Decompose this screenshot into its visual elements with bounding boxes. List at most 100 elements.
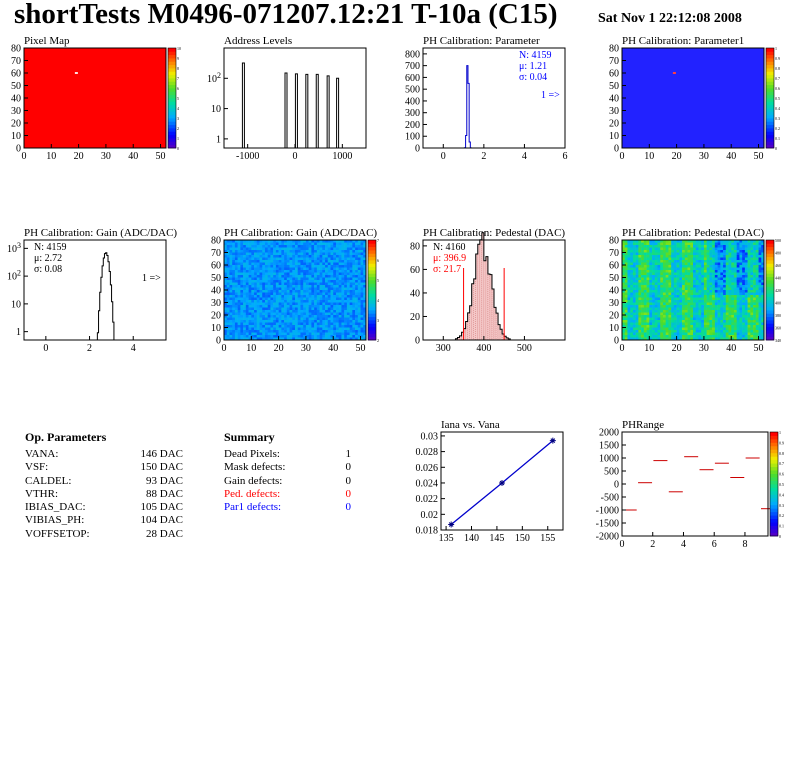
heatmap-cell	[701, 242, 705, 246]
heatmap-cell	[344, 310, 348, 313]
heatmap-cell	[286, 270, 290, 273]
heatmap-cell	[646, 267, 650, 271]
heatmap-cell	[357, 255, 361, 258]
colorbar-segment	[770, 432, 778, 436]
tick-label: 10	[609, 323, 619, 334]
tick-label: 2	[87, 343, 92, 354]
heatmap-cell	[723, 327, 727, 331]
heatmap-cell	[720, 275, 724, 278]
heatmap-cell	[363, 330, 367, 333]
heatmap-cell	[728, 305, 732, 308]
heatmap-cell	[248, 330, 252, 333]
heatmap-cell	[701, 300, 705, 303]
heatmap-cell	[662, 325, 666, 328]
heatmap-cell	[224, 312, 228, 316]
heatmap-cell	[641, 330, 645, 333]
heatmap-cell	[335, 315, 339, 318]
heatmap-cell	[725, 310, 729, 313]
heatmap-cell	[720, 240, 724, 243]
heatmap-cell	[335, 302, 339, 306]
tick-label: 70	[609, 56, 619, 67]
heatmap-cell	[682, 255, 686, 258]
heatmap-cell	[753, 287, 757, 291]
heatmap-cell	[747, 240, 751, 243]
heatmap-cell	[761, 297, 765, 301]
heatmap-cell	[728, 267, 732, 271]
heatmap-cell	[643, 295, 647, 298]
heatmap-cell	[363, 292, 367, 296]
heatmap-cell	[755, 302, 759, 306]
heatmap-cell	[632, 295, 636, 298]
heatmap-cell	[344, 320, 348, 323]
colorbar-segment	[168, 128, 176, 132]
heatmap-cell	[234, 255, 238, 258]
heatmap-cell	[308, 250, 312, 253]
heatmap-cell	[325, 292, 329, 296]
heatmap-cell	[262, 302, 266, 306]
heatmap-cell	[316, 255, 320, 258]
heatmap-cell	[226, 257, 230, 261]
heatmap-cell	[330, 327, 334, 331]
heatmap-cell	[761, 295, 765, 298]
heatmap-cell	[224, 310, 228, 313]
heatmap-cell	[662, 277, 666, 281]
heatmap-cell	[281, 265, 285, 268]
heatmap-cell	[305, 315, 309, 318]
heatmap-cell	[723, 240, 727, 243]
heatmap-cell	[224, 335, 228, 338]
heatmap-cell	[284, 250, 288, 253]
heatmap-cell	[240, 275, 244, 278]
heatmap-cell	[327, 257, 331, 261]
heatmap-cell	[739, 255, 743, 258]
heatmap-cell	[698, 320, 702, 323]
heatmap-cell	[706, 287, 710, 291]
heatmap-cell	[731, 252, 735, 256]
heatmap-cell	[262, 297, 266, 301]
heatmap-cell	[676, 295, 680, 298]
heatmap-cell	[703, 307, 707, 311]
heatmap-cell	[341, 285, 345, 288]
heatmap-cell	[720, 285, 724, 288]
tick-label: -1000	[236, 151, 259, 162]
heatmap-cell	[761, 280, 765, 283]
heatmap-cell	[673, 300, 677, 303]
heatmap-cell	[622, 297, 626, 301]
heatmap-cell	[270, 310, 274, 313]
heatmap-cell	[714, 272, 718, 276]
tick-exponent: 3	[17, 241, 21, 250]
tick-label: 140	[464, 533, 479, 544]
heatmap-cell	[725, 305, 729, 308]
heatmap-cell	[712, 242, 716, 246]
heatmap-cell	[728, 285, 732, 288]
heatmap-cell	[706, 282, 710, 286]
heatmap-cell	[693, 285, 697, 288]
heatmap-cell	[295, 287, 299, 291]
heatmap-cell	[676, 277, 680, 281]
heatmap-cell	[654, 305, 658, 308]
heatmap-cell	[693, 300, 697, 303]
heatmap-cell	[275, 247, 279, 251]
heatmap-cell	[673, 315, 677, 318]
heatmap-cell	[622, 247, 626, 251]
heatmap-cell	[744, 322, 748, 326]
stats-mean: μ: 2.72	[34, 253, 62, 264]
heatmap-cell	[349, 245, 353, 248]
heatmap-cell	[352, 302, 356, 306]
heatmap-cell	[690, 312, 694, 316]
heatmap-cell	[693, 310, 697, 313]
heatmap-cell	[630, 240, 634, 243]
heatmap-cell	[676, 292, 680, 296]
heatmap-cell	[676, 252, 680, 256]
heatmap-cell	[698, 272, 702, 276]
heatmap-cell	[243, 292, 247, 296]
heatmap-cell	[295, 337, 299, 341]
tick-label: 40	[410, 288, 420, 299]
heatmap-cell	[267, 270, 271, 273]
heatmap-cell	[753, 290, 757, 293]
op-param-name: VOFFSETOP:	[25, 527, 90, 540]
heatmap-cell	[335, 317, 339, 321]
heatmap-cell	[264, 315, 268, 318]
heatmap-cell	[703, 330, 707, 333]
heatmap-cell	[333, 272, 337, 276]
heatmap-cell	[728, 265, 732, 268]
